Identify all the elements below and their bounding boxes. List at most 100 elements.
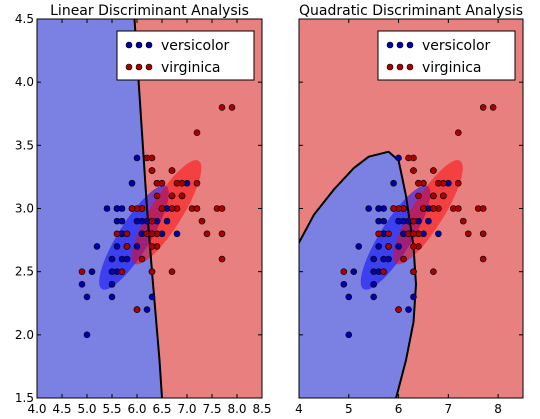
x-tick-label: 5.0 [77,402,96,416]
virginica-point [479,255,487,263]
virginica-point [380,268,387,275]
legend-marker-versicolor [386,41,394,49]
virginica-point [78,268,86,275]
versicolor-point [133,243,141,250]
legend-label-versicolor: versicolor [161,38,230,54]
y-tick-label: 2.0 [15,328,34,342]
y-tick-label: 4.5 [15,12,34,26]
versicolor-point [83,293,91,301]
virginica-point [459,217,467,225]
versicolor-region [299,151,416,398]
legend-marker-versicolor [396,41,404,49]
versicolor-point [395,217,402,225]
x-tick-label: 4 [295,402,303,416]
versicolor-point [345,331,353,339]
virginica-point [218,104,226,111]
x-tick-label: 5 [345,402,353,416]
versicolor-point [370,293,377,301]
x-tick-label: 8 [494,402,502,416]
virginica-point [454,179,462,187]
legend-label-virginica: virginica [161,60,221,76]
virginica-point [390,205,397,212]
virginica-point [410,268,417,275]
virginica-point [113,230,121,238]
versicolor-point [133,217,141,225]
versicolor-point [350,268,358,275]
chart-title: Linear Discriminant Analysis [50,3,249,19]
virginica-point [153,179,161,187]
x-tick-label: 8.5 [252,402,271,416]
virginica-point [193,179,201,187]
virginica-point [395,306,402,313]
legend-marker-virginica [135,63,143,71]
virginica-point [430,167,437,174]
legend: versicolor virginica [377,30,516,81]
virginica-point [148,243,156,250]
virginica-point [218,255,226,263]
chart-2: 4 5 6 7 8 Quadratic Discriminant Analysis vers… [295,3,524,416]
virginica-point [198,217,206,225]
virginica-point [153,192,161,200]
versicolor-point [375,243,382,250]
plot-area [37,19,262,398]
legend-marker-virginica [406,63,414,71]
legend: versicolor virginica [116,30,255,81]
virginica-point [430,268,437,275]
virginica-point [193,129,201,136]
virginica-point [193,205,201,212]
decision-boundary [133,19,163,398]
virginica-point [168,192,176,200]
versicolor-point [173,230,181,238]
virginica-point [454,205,462,212]
virginica-point [430,205,437,212]
versicolor-point [380,217,387,225]
virginica-point [385,243,392,250]
virginica-point [375,230,382,238]
virginica-point [173,179,181,187]
versicolor-point [113,243,121,250]
virginica-point [479,230,487,238]
chart-1: 4.0 4.5 5.0 5.5 6.0 6.5 7.0 7.5 8.0 8.5 1.5 2.0 2.5 3… [15,3,272,416]
virginica-point [178,192,186,200]
virginica-point [148,217,156,225]
virginica-point [128,205,136,212]
virginica-point [440,192,447,200]
virginica-point [479,205,487,212]
virginica-point [454,129,462,136]
versicolor-point [143,306,151,313]
versicolor-point [385,255,392,263]
x-tick-label: 4.5 [52,402,71,416]
versicolor-point [108,280,116,288]
chart-title: Quadratic Discriminant Analysis [299,3,523,19]
versicolor-point [405,306,412,313]
y-tick-label: 1.5 [15,391,34,405]
virginica-point [168,167,176,174]
versicolor-point [128,179,136,187]
versicolor-point [108,293,116,301]
virginica-point [420,205,427,212]
versicolor-point [345,293,353,301]
virginica-point [415,192,422,200]
legend-box [377,30,516,81]
virginica-point [138,255,146,263]
virginica-point [148,268,156,275]
virginica-point [405,154,412,162]
legend-marker-versicolor [145,41,153,49]
versicolor-point [425,217,432,225]
legend-label-versicolor: versicolor [422,38,491,54]
virginica-point [143,154,151,162]
x-tick-label: 7.5 [202,402,221,416]
versicolor-point [435,230,442,238]
virginica-point [118,268,126,275]
versicolor-point [83,331,91,339]
versicolor-point [88,268,96,275]
virginica-point [415,179,422,187]
y-tick-label: 4.0 [15,75,34,89]
legend-marker-virginica [145,63,153,71]
versicolor-point [340,280,348,288]
virginica-point [410,243,417,250]
y-tick-label: 3.0 [15,202,34,216]
versicolor-point [395,154,402,162]
virginica-point [148,230,156,238]
virginica-point [228,104,236,111]
